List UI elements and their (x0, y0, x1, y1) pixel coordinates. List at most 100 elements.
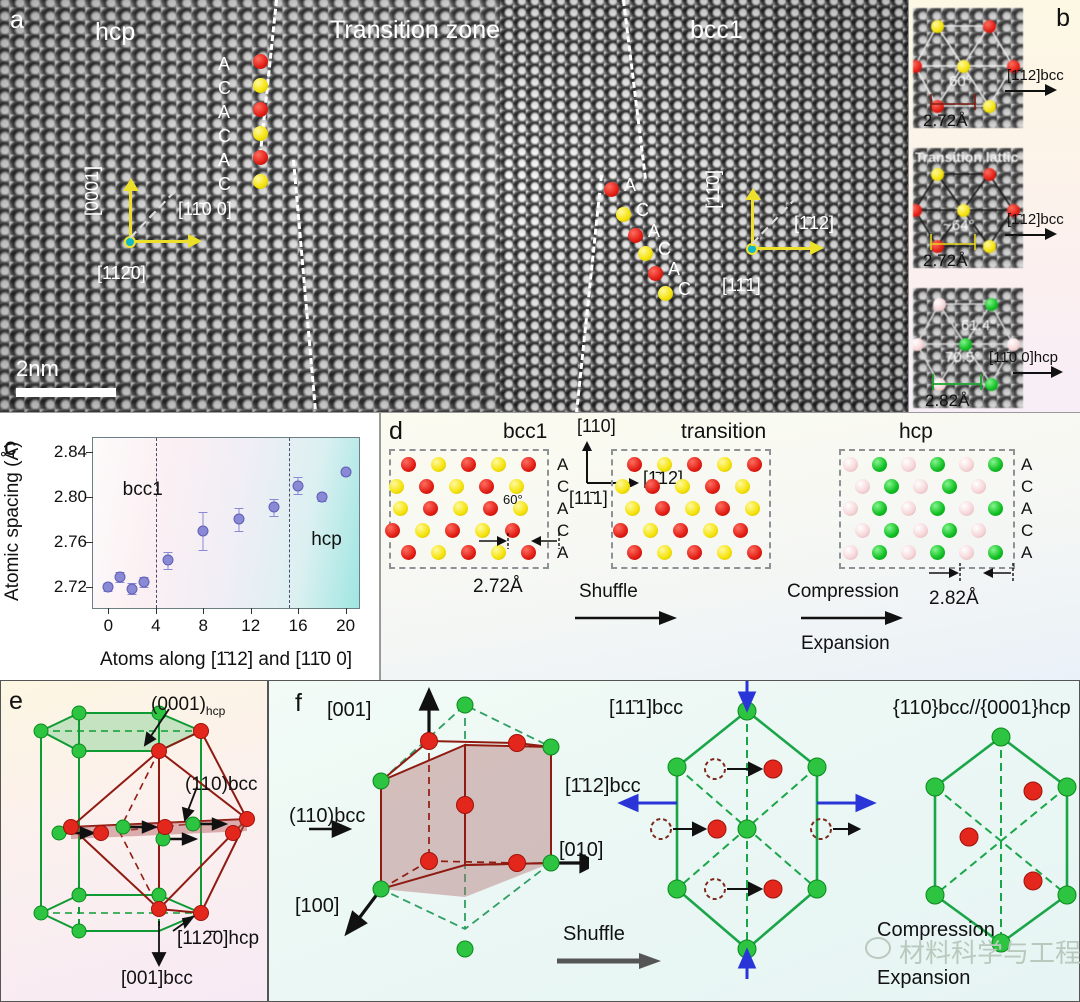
panel-d-transition-atom-yellow (685, 501, 700, 516)
panel-d-transition-atom-yellow (657, 457, 672, 472)
panel-f-label-y-axis: [010] (559, 839, 604, 861)
panel-d-hcp-atom-green (884, 523, 899, 538)
panel-b-direction-bcc: [1̄12]bcc (1007, 67, 1064, 84)
panel-d-transition-atom-red (645, 479, 660, 494)
panel-e-basal-text: (0001) (151, 694, 206, 715)
panel-d-transition-atom-yellow (717, 545, 732, 560)
panel-f-label-hex-vertical: [11̄1]bcc (609, 697, 684, 719)
panel-b-dimension-transition (930, 234, 976, 250)
hcp-axis-horizontal-shaft (134, 240, 190, 243)
panel-d-bcc-stacking-label: A (557, 499, 569, 518)
panel-f-shuffle-arrow (557, 953, 661, 969)
panel-b-letter: b (1056, 4, 1070, 32)
chart-y-tick (86, 451, 93, 453)
panel-d-hcp-atom-pink (971, 523, 986, 538)
panel-d-hcp-atom-pink (855, 523, 870, 538)
hcp-atom-red (253, 150, 268, 165)
panel-d-bcc-atom-red (521, 457, 536, 472)
panel-d-spacing-bcc1: 2.72Å (473, 576, 523, 597)
panel-d-hcp-atom-pink (913, 523, 928, 538)
panel-e-label-bcc-direction: [001]bcc (121, 968, 193, 989)
chart-x-tick (203, 608, 205, 614)
panel-d-bcc-atom-red (423, 501, 438, 516)
hcp-axis-label-vertical: [0001] (82, 166, 102, 217)
chart-error-cap (293, 494, 303, 495)
panel-b-direction-arrow-transition (1005, 234, 1047, 236)
chart-x-tick (108, 608, 110, 614)
panel-e-green-atoms (33, 705, 201, 939)
bcc-node-yellow (983, 100, 996, 113)
bcc-atom-yellow (658, 286, 673, 301)
transition-node-yellow (957, 204, 970, 217)
bcc-atom-yellow (638, 246, 653, 261)
panel-b-cell-hcp: 61.4° 70.5° (913, 288, 1023, 408)
panel-d-hcp-atom-pink (855, 479, 870, 494)
bcc-node-red (983, 20, 996, 33)
chart-data-point (102, 581, 114, 593)
panel-d-hcp-stacking-label: A (1021, 543, 1033, 562)
label-transition-zone: Transition zone (330, 16, 500, 44)
panel-d-hcp-atom-green (872, 457, 887, 472)
hcp-node-green (959, 338, 972, 351)
bcc-node-yellow (931, 20, 944, 33)
chart-data-point (114, 571, 126, 583)
panel-d-hcp-atom-green (942, 479, 957, 494)
panel-e-label-hcp-direction: [112̄0]hcp (177, 928, 260, 949)
bcc-axis-horizontal-shaft (756, 247, 812, 250)
panel-d-hcp-atom-green (930, 545, 945, 560)
chart-y-tick (86, 496, 93, 498)
panel-d-transition-atom-yellow (745, 501, 760, 516)
chart-x-tick-label: 12 (241, 616, 261, 635)
panel-b-direction-hcp: [11̄0 0]hcp (989, 349, 1058, 366)
panel-d-transition-atom-yellow (643, 523, 658, 538)
panel-d-transition-atom-red (705, 479, 720, 494)
panel-d-hcp-atom-green (988, 457, 1003, 472)
panel-f-label-hex-horizontal: [1̄12]bcc (565, 775, 641, 797)
panel-d-bcc-atom-yellow (431, 545, 446, 560)
chart-region-divider (288, 438, 290, 608)
chart-x-tick-label: 0 (103, 616, 114, 635)
panel-b-spacing-transition: 2.72Å (923, 251, 968, 270)
panel-d-title-transition: transition (681, 420, 767, 443)
panel-d-transition-atom-yellow (717, 457, 732, 472)
panel-d-bcc-atom-red (401, 457, 416, 472)
panel-f-hexagon-result (925, 727, 1077, 953)
bcc-atom-red (628, 228, 643, 243)
chart-y-tick-label: 2.80 (53, 486, 87, 506)
chart-error-cap (127, 593, 137, 595)
panel-d-transition-atom-red (747, 545, 762, 560)
panel-d-hcp-atom-pink (901, 501, 916, 516)
panel-d-transition-atom-red (655, 501, 670, 516)
panel-d-process-compression: Compression (787, 581, 899, 602)
panel-d-bcc-atom-yellow (453, 501, 468, 516)
panel-d-hcp-atom-pink (843, 457, 858, 472)
chart-error-cap (234, 507, 244, 509)
hcp-node-pink (1007, 338, 1020, 351)
panel-d-hcp-atom-green (884, 479, 899, 494)
bcc-axis-vertical-shaft (751, 196, 754, 246)
panel-d-bcc-atom-yellow (449, 479, 464, 494)
chart-data-point (292, 480, 304, 492)
panel-d-process-shuffle: Shuffle (579, 581, 638, 602)
bcc-axis-label-into-page: [11̄1] (722, 275, 761, 295)
panel-d-hcp-atom-pink (959, 545, 974, 560)
panel-d-transition-atom-yellow (735, 479, 750, 494)
panel-b-lattice-insets: b 60° [1̄12]bcc (908, 0, 1080, 412)
panel-d-structure-transition (611, 449, 771, 569)
hcp-stack-letter: C (218, 78, 231, 98)
panel-a-letter: a (10, 6, 24, 34)
hcp-atom-yellow (253, 174, 268, 189)
panel-d-hcp-atom-green (988, 501, 1003, 516)
panel-d-hcp-stacking-label: C (1021, 521, 1034, 540)
panel-d-angle-bcc1: 60° (503, 492, 523, 507)
chart-x-tick (298, 608, 300, 614)
label-bcc1-region: bcc1 (690, 16, 743, 44)
hcp-axis-label-horizontal: [11̄0 0] (178, 199, 232, 219)
panel-b-cell-transition: Transition lattic ~64° (913, 148, 1023, 268)
panel-b-angle-hcp-2: 70.5° (945, 349, 981, 366)
panel-d-transition-atom-red (687, 457, 702, 472)
chart-error-cap (234, 531, 244, 533)
panel-b-direction-arrow-hcp (1013, 372, 1053, 374)
panel-d-hcp-atom-green (872, 545, 887, 560)
